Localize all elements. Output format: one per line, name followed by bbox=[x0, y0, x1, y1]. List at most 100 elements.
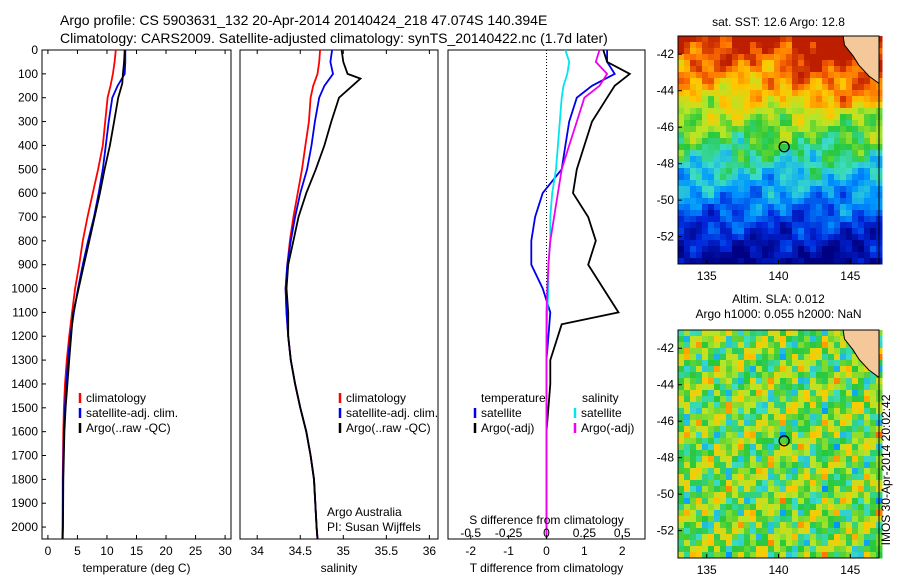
sla-map-cell bbox=[708, 540, 715, 547]
sst-map-cell bbox=[786, 126, 793, 133]
sla-map-cell bbox=[702, 372, 709, 379]
sla-map-cell bbox=[744, 474, 751, 481]
sst-map-cell bbox=[708, 36, 715, 43]
sst-map-cell bbox=[804, 258, 811, 265]
sst-map-cell bbox=[798, 36, 805, 43]
sst-map-cell bbox=[864, 162, 871, 169]
sst-map-cell bbox=[858, 114, 865, 121]
sst-map-cell bbox=[720, 216, 727, 223]
sst-map-cell bbox=[810, 216, 817, 223]
sla-map-cell bbox=[780, 546, 787, 553]
sst-map-cell bbox=[798, 222, 805, 229]
sst-map-cell bbox=[780, 84, 787, 91]
sla-map-cell bbox=[810, 414, 817, 421]
sst-map-cell bbox=[720, 90, 727, 97]
sst-map-cell bbox=[768, 120, 775, 127]
sla-map-cell bbox=[852, 426, 859, 433]
sst-map-cell bbox=[822, 144, 829, 151]
sla-map-cell bbox=[834, 492, 841, 499]
sla-map-cell bbox=[678, 516, 685, 523]
sla-map-cell bbox=[708, 384, 715, 391]
sla-map-cell bbox=[834, 330, 841, 337]
sla-map-cell bbox=[804, 492, 811, 499]
sst-map-cell bbox=[762, 186, 769, 193]
sla-map-cell bbox=[726, 534, 733, 541]
sst-map-cell bbox=[744, 204, 751, 211]
sla-map-cell bbox=[678, 360, 685, 367]
sla-map-cell bbox=[696, 390, 703, 397]
sla-map-cell bbox=[678, 378, 685, 385]
depth-tick-label: 1200 bbox=[11, 329, 38, 343]
sst-map-cell bbox=[738, 234, 745, 241]
sst-map-cell bbox=[804, 180, 811, 187]
sla-map-cell bbox=[744, 498, 751, 505]
sla-map-cell bbox=[756, 450, 763, 457]
sla-map-cell bbox=[804, 330, 811, 337]
sla-map-cell bbox=[690, 342, 697, 349]
sla-map-cell bbox=[738, 342, 745, 349]
sst-map-cell bbox=[768, 186, 775, 193]
sst-map-cell bbox=[798, 42, 805, 49]
sla-map-cell bbox=[684, 534, 691, 541]
sla-map-cell bbox=[798, 498, 805, 505]
sst-map-cell bbox=[774, 120, 781, 127]
difference-legend-salinity-label: satellite bbox=[581, 406, 622, 420]
sla-map-cell bbox=[786, 342, 793, 349]
sst-map-cell bbox=[768, 60, 775, 67]
sla-map-cell bbox=[798, 444, 805, 451]
sla-map-cell bbox=[774, 492, 781, 499]
sst-map-cell bbox=[744, 114, 751, 121]
sla-map-cell bbox=[702, 450, 709, 457]
sst-map-cell bbox=[780, 198, 787, 205]
sst-map-cell bbox=[690, 126, 697, 133]
sst-map-cell bbox=[696, 192, 703, 199]
sst-map-cell bbox=[696, 150, 703, 157]
sst-map-cell bbox=[792, 162, 799, 169]
sla-map-cell bbox=[726, 546, 733, 553]
sla-map-cell bbox=[798, 396, 805, 403]
sst-map-cell bbox=[774, 72, 781, 79]
sst-map-cell bbox=[696, 132, 703, 139]
sst-map-cell bbox=[690, 228, 697, 235]
sst-map-cell bbox=[816, 126, 823, 133]
sla-map-cell bbox=[858, 390, 865, 397]
sla-map-cell bbox=[756, 438, 763, 445]
sla-map-cell bbox=[690, 432, 697, 439]
sla-map-cell bbox=[684, 552, 691, 559]
sst-map-cell bbox=[870, 216, 877, 223]
sla-map-cell bbox=[762, 348, 769, 355]
sla-map-cell bbox=[858, 522, 865, 529]
difference-legend-temperature-label: Argo(-adj) bbox=[481, 421, 534, 435]
sla-map-cell bbox=[828, 342, 835, 349]
sst-map-cell bbox=[732, 48, 739, 55]
sla-map-cell bbox=[870, 372, 877, 379]
sst-map-cell bbox=[684, 84, 691, 91]
sla-map-cell bbox=[822, 426, 829, 433]
sst-map-cell bbox=[834, 120, 841, 127]
sst-map-cell bbox=[798, 252, 805, 259]
sla-map-cell bbox=[774, 390, 781, 397]
sst-map-cell bbox=[774, 246, 781, 253]
sla-map-cell bbox=[702, 438, 709, 445]
sla-map-cell bbox=[774, 474, 781, 481]
difference-legend-temperature-title: temperature bbox=[481, 391, 546, 405]
sla-map-cell bbox=[690, 540, 697, 547]
sla-map-cell bbox=[804, 366, 811, 373]
sst-map-y-tick-label: -48 bbox=[657, 157, 675, 171]
sla-map-cell bbox=[738, 396, 745, 403]
sst-map-cell bbox=[816, 144, 823, 151]
sst-map-cell bbox=[774, 54, 781, 61]
sst-map-cell bbox=[774, 258, 781, 265]
sst-map-cell bbox=[780, 246, 787, 253]
sst-map-cell bbox=[678, 192, 685, 199]
sst-map-cell bbox=[768, 144, 775, 151]
sst-map-cell bbox=[708, 258, 715, 265]
sst-map-cell bbox=[852, 108, 859, 115]
sla-map-cell bbox=[828, 330, 835, 337]
sst-map-cell bbox=[756, 246, 763, 253]
sst-map-cell bbox=[846, 150, 853, 157]
sst-map-cell bbox=[852, 234, 859, 241]
sst-map-cell bbox=[846, 258, 853, 265]
sst-map-cell bbox=[738, 258, 745, 265]
sla-map-cell bbox=[690, 534, 697, 541]
